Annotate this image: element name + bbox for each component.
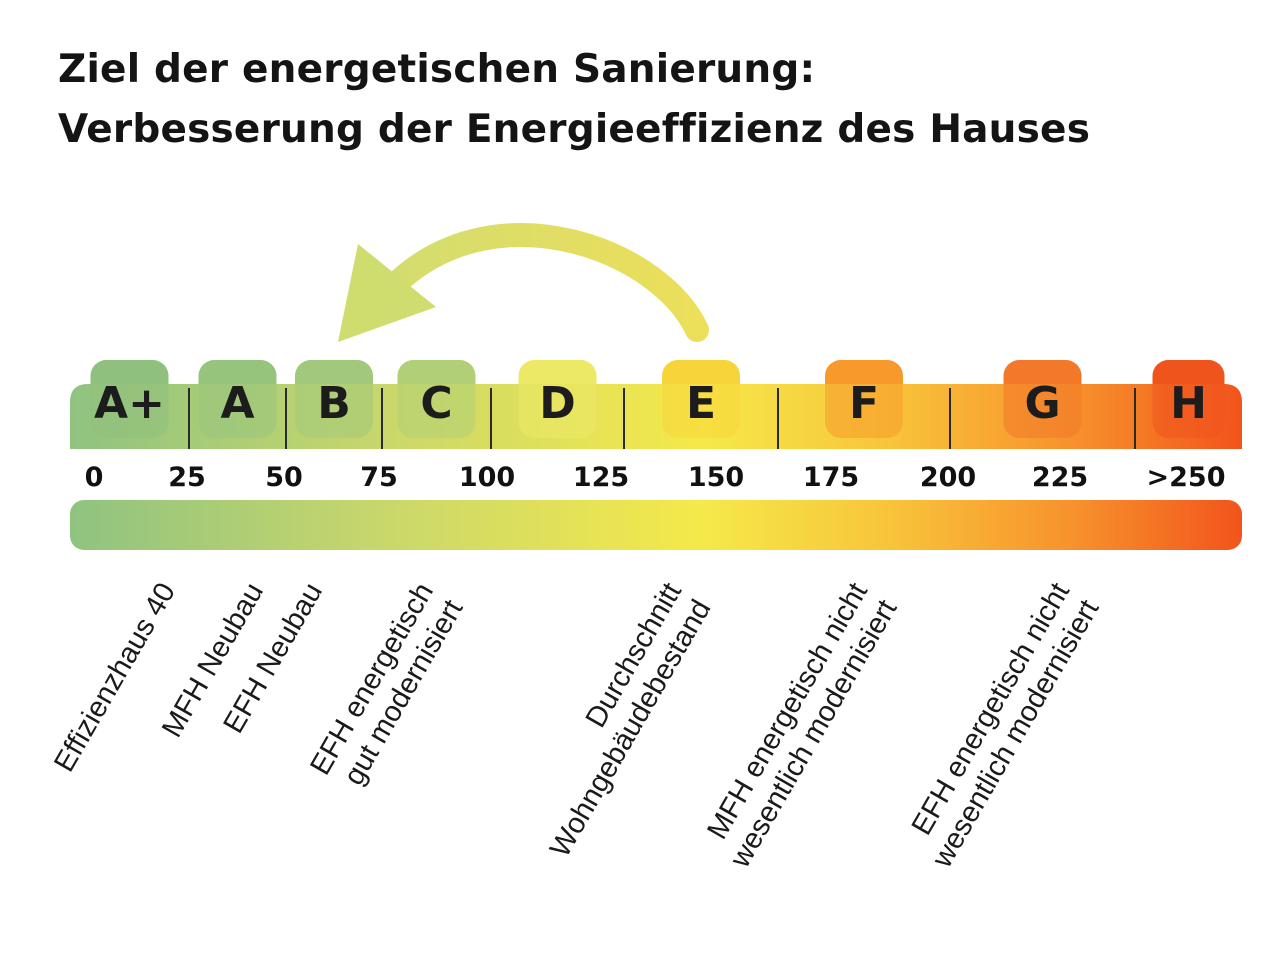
class-label-h: H bbox=[1170, 378, 1207, 429]
tick-label: 100 bbox=[459, 462, 515, 493]
tick-label: 0 bbox=[85, 462, 104, 493]
improvement-arrow bbox=[338, 223, 709, 342]
tick-label: 75 bbox=[360, 462, 398, 493]
class-label-e: E bbox=[686, 378, 716, 429]
gradient-bar bbox=[70, 500, 1242, 550]
tick-labels: 0 25 50 75 100 125 150 175 200 225 >250 bbox=[85, 462, 1226, 493]
class-tab-overlays bbox=[90, 360, 1225, 438]
building-type-label: Effizienzhaus 40 bbox=[48, 578, 182, 778]
class-label-aplus: A+ bbox=[94, 378, 165, 429]
tick-label: 175 bbox=[803, 462, 859, 493]
class-letters: A+ A B C D E F G H bbox=[94, 378, 1207, 429]
class-tab-overlay-b bbox=[295, 360, 373, 438]
class-label-f: F bbox=[849, 378, 879, 429]
building-type-line: Effizienzhaus 40 bbox=[48, 578, 182, 778]
class-dividers bbox=[188, 388, 1136, 449]
tick-label: 200 bbox=[920, 462, 976, 493]
title-line-1: Ziel der energetischen Sanierung: bbox=[58, 47, 816, 92]
class-tab-overlay-e bbox=[662, 360, 740, 438]
page-title: Ziel der energetischen Sanierung: Verbes… bbox=[58, 40, 1090, 160]
class-label-b: B bbox=[317, 378, 351, 429]
title-line-2: Verbesserung der Energieeffizienz des Ha… bbox=[58, 107, 1091, 152]
class-label-d: D bbox=[539, 378, 576, 429]
class-label-g: G bbox=[1024, 378, 1060, 429]
tick-label: 50 bbox=[265, 462, 303, 493]
class-tab-overlay-aplus bbox=[90, 360, 169, 438]
class-tab-overlay-h bbox=[1152, 360, 1225, 438]
tick-label: 150 bbox=[688, 462, 744, 493]
class-label-c: C bbox=[420, 378, 452, 429]
tick-label: 225 bbox=[1032, 462, 1088, 493]
class-tab-overlay-d bbox=[518, 360, 597, 438]
class-label-a: A bbox=[220, 378, 254, 429]
class-tab-overlay-a bbox=[198, 360, 277, 438]
class-tab-overlay-f bbox=[825, 360, 903, 438]
class-tab-overlay-c bbox=[397, 360, 476, 438]
tick-label: >250 bbox=[1147, 462, 1226, 493]
class-tab-overlay-g bbox=[1003, 360, 1082, 438]
tick-label: 125 bbox=[573, 462, 629, 493]
tick-label: 25 bbox=[168, 462, 206, 493]
